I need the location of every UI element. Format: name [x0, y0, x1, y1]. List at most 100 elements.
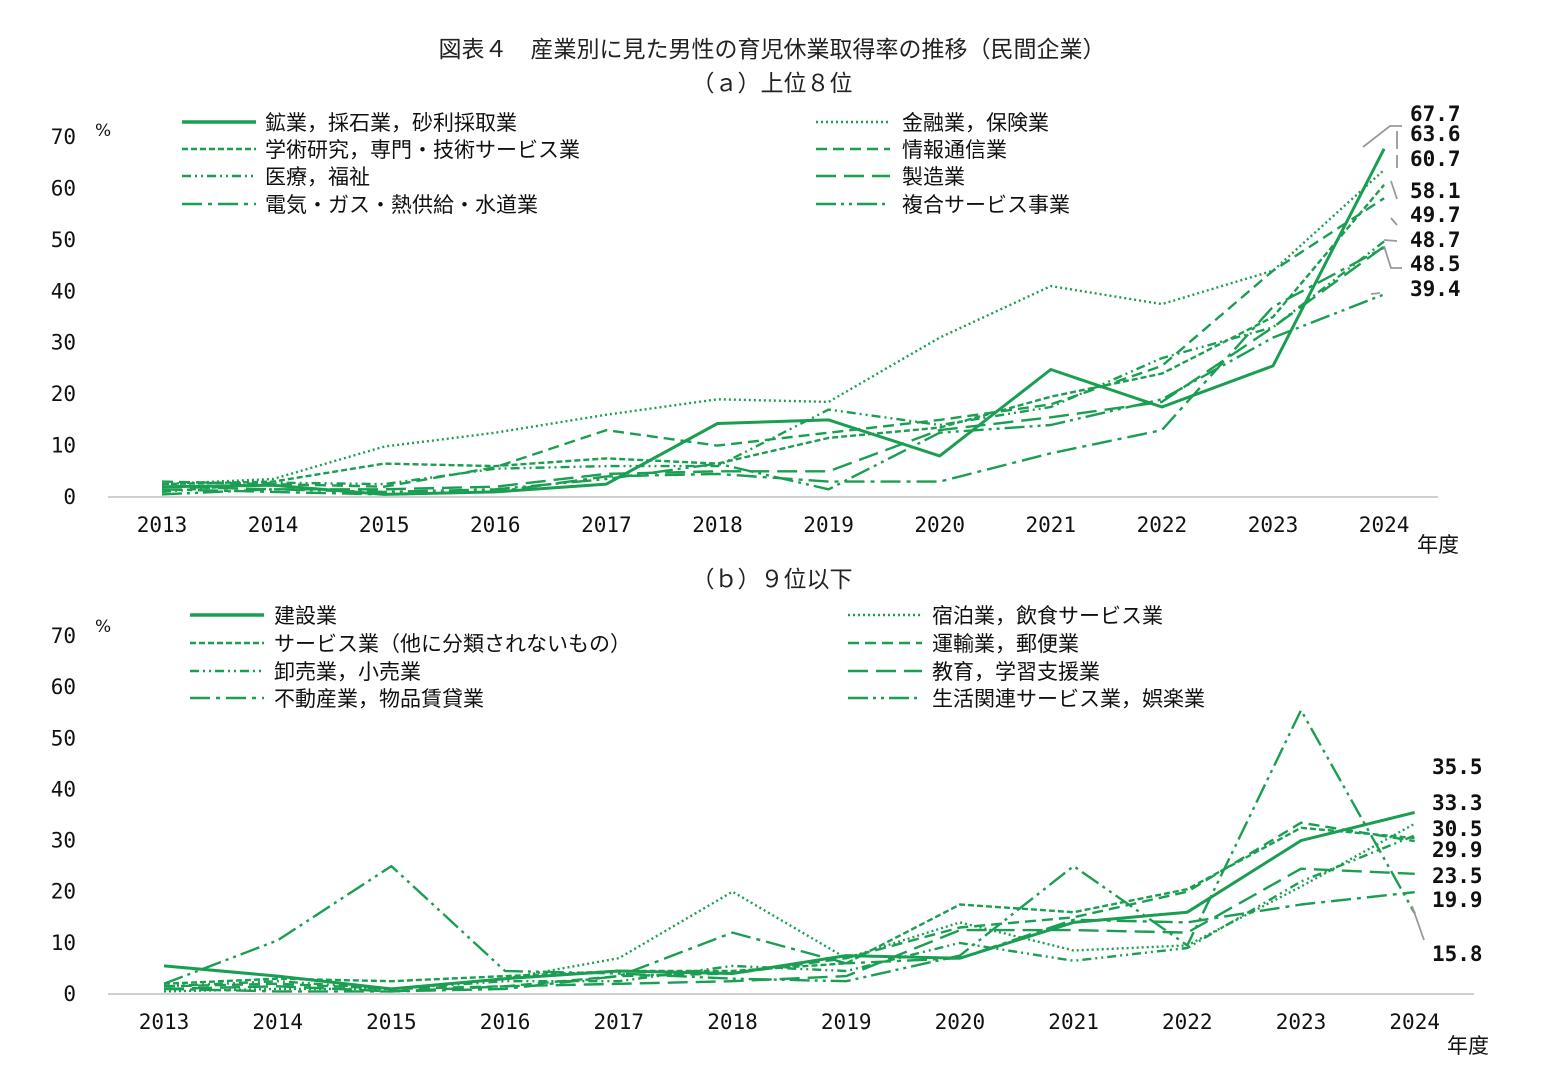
x-tick-label: 2014	[252, 1010, 303, 1034]
x-axis-label: 年度	[1447, 1034, 1489, 1058]
end-value-label: 15.8	[1432, 942, 1483, 966]
series-line-8	[161, 293, 1385, 496]
legend-label: 学術研究，専門・技術サービス業	[265, 138, 580, 162]
y-tick-label: 60	[51, 176, 76, 200]
y-tick-label: 0	[63, 982, 76, 1006]
end-value-label: 35.5	[1432, 755, 1483, 779]
x-tick-label: 2018	[692, 513, 743, 537]
series-line-1	[161, 148, 1386, 496]
x-tick-label: 2023	[1276, 1010, 1327, 1034]
series-line-5	[161, 240, 1385, 494]
x-tick-label: 2014	[248, 513, 299, 537]
x-tick-label: 2015	[359, 513, 410, 537]
x-tick-label: 2016	[470, 513, 521, 537]
x-tick-label: 2017	[594, 1010, 645, 1034]
y-tick-label: 20	[51, 880, 76, 904]
end-value-label: 60.7	[1410, 147, 1461, 171]
x-tick-label: 2023	[1248, 513, 1299, 537]
end-value-label: 19.9	[1432, 888, 1483, 912]
series-line-7	[163, 891, 1415, 993]
x-tick-label: 2020	[935, 1010, 986, 1034]
y-tick-label: 30	[51, 829, 76, 853]
y-tick-label: 20	[51, 382, 76, 406]
x-tick-label: 2013	[139, 1010, 190, 1034]
leader-line	[1362, 125, 1402, 148]
legend-label: 金融業，保険業	[902, 111, 1049, 135]
panel-b-title: （ｂ）９位以下	[691, 567, 853, 593]
figure-title: 図表４ 産業別に見た男性の育児休業取得率の推移（民間企業）	[438, 37, 1106, 63]
y-tick-label: 30	[51, 331, 76, 355]
y-tick-label: 10	[51, 931, 76, 955]
leader-line	[1411, 905, 1425, 941]
legend-label: 複合サービス事業	[902, 193, 1070, 217]
x-tick-label: 2022	[1162, 1010, 1213, 1034]
end-value-label: 58.1	[1410, 179, 1461, 203]
end-value-label: 29.9	[1432, 838, 1483, 862]
legend-label: 電気・ガス・熱供給・水道業	[265, 193, 538, 217]
legend-label: 建設業	[274, 604, 337, 628]
series-line-3	[163, 826, 1415, 985]
series-line-8	[163, 709, 1416, 985]
x-tick-label: 2024	[1359, 513, 1410, 537]
x-tick-label: 2013	[137, 513, 188, 537]
x-tick-label: 2019	[803, 513, 854, 537]
end-value-label: 63.6	[1410, 122, 1461, 146]
leader-line	[1390, 180, 1398, 200]
x-axis-label: 年度	[1417, 533, 1459, 557]
x-tick-label: 2021	[1048, 1010, 1099, 1034]
end-value-label: 48.7	[1410, 228, 1461, 252]
end-value-label: 67.7	[1410, 102, 1461, 126]
y-tick-label: 0	[63, 485, 76, 509]
end-value-label: 48.5	[1410, 252, 1461, 276]
y-tick-label: 10	[51, 434, 76, 458]
legend-label: 医療，福祉	[265, 165, 370, 189]
x-tick-label: 2020	[914, 513, 965, 537]
series-line-1	[163, 810, 1416, 991]
x-tick-label: 2016	[480, 1010, 531, 1034]
series-line-4	[161, 197, 1385, 488]
y-tick-label: 60	[51, 675, 76, 699]
leader-line	[1383, 239, 1398, 242]
end-value-label: 30.5	[1432, 817, 1483, 841]
x-tick-label: 2015	[366, 1010, 417, 1034]
legend-label: 情報通信業	[902, 138, 1007, 162]
legend-label: 卸売業，小売業	[274, 660, 421, 684]
legend-label: 生活関連サービス業，娯楽業	[932, 687, 1205, 711]
y-tick-label: 50	[51, 726, 76, 750]
y-tick-label: 40	[51, 777, 76, 801]
chart-panel-1: 0 10 20 30 40 50 60 70 % 2013 2014 2015 2016 2017 2018…	[51, 102, 1461, 557]
legend-label: 教育，学習支援業	[932, 660, 1100, 684]
chart-panel-2: 0 10 20 30 40 50 60 70 % 2013 2014 2015 2016 2017 2018…	[51, 604, 1489, 1058]
y-tick-label: 40	[51, 279, 76, 303]
y-tick-label: 70	[51, 125, 76, 149]
series-line-5	[163, 834, 1416, 991]
leader-line	[1383, 245, 1402, 269]
series-line-3	[161, 184, 1386, 486]
legend-label: 運輸業，郵便業	[932, 632, 1079, 656]
x-tick-label: 2017	[581, 513, 632, 537]
legend-label: サービス業（他に分類されないもの）	[274, 632, 631, 656]
y-tick-label: 70	[51, 624, 76, 648]
legend-label: 鉱業，採石業，砂利採取業	[265, 111, 517, 135]
x-tick-label: 2019	[821, 1010, 872, 1034]
end-value-label: 33.3	[1432, 791, 1483, 815]
panel-a-title: （ａ）上位８位	[691, 71, 853, 97]
series-line-7	[161, 246, 1385, 496]
y-tick-label: 50	[51, 228, 76, 252]
y-unit-label: %	[95, 121, 111, 141]
legend-label: 製造業	[902, 165, 965, 189]
x-tick-label: 2021	[1026, 513, 1077, 537]
x-tick-label: 2018	[707, 1010, 758, 1034]
leader-line	[1370, 292, 1381, 295]
y-unit-label: %	[95, 617, 111, 637]
leader-line	[1390, 217, 1398, 226]
x-tick-label: 2024	[1389, 1010, 1440, 1034]
legend-label: 宿泊業，飲食サービス業	[932, 604, 1163, 628]
legend-label: 不動産業，物品賃貸業	[274, 687, 484, 711]
end-value-label: 49.7	[1410, 203, 1461, 227]
x-tick-label: 2022	[1137, 513, 1188, 537]
end-value-label: 39.4	[1410, 277, 1461, 301]
series-line-6	[161, 245, 1385, 491]
